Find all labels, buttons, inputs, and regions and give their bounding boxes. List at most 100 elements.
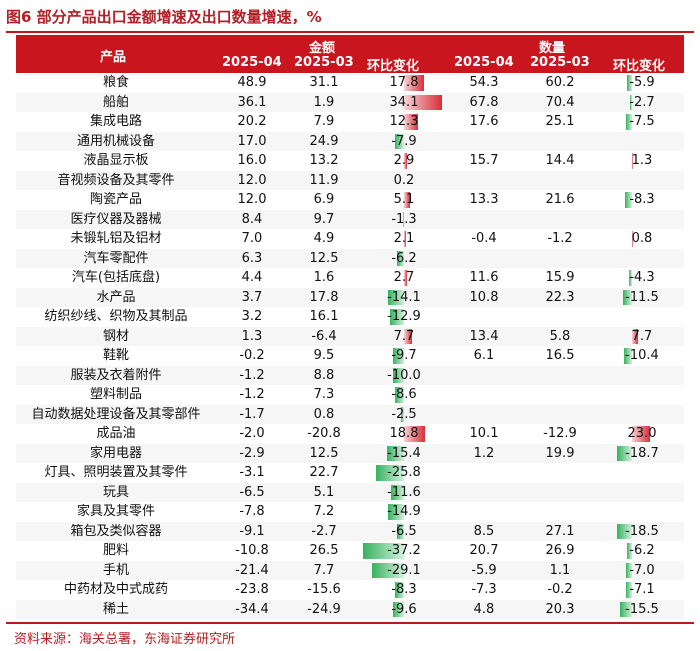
product-name: 玩具 [102,484,129,500]
quantity-change [600,171,684,191]
quantity-change: -18.5 [600,522,684,542]
amount-mar: -24.9 [307,601,341,617]
amount-mar: 22.7 [309,465,339,480]
amount-change: -6.5 [360,522,448,542]
table-row: 服装及衣着附件 -1.2 8.8 -10.0 [16,365,684,386]
quantity-mar: -12.9 [543,426,577,441]
quantity-change: -4.3 [600,268,684,288]
amount-apr: 7.0 [241,231,263,246]
amount-mar: 7.2 [313,504,335,519]
amount-apr: 6.3 [241,250,263,266]
change-value: 7.7 [393,328,415,344]
table-row: 汽车零配件 6.3 12.5 -6.2 [16,248,684,269]
change-bar [627,75,632,91]
amount-apr: -7.8 [239,504,265,519]
amount-mar: 17.8 [309,289,339,305]
table-row: 陶瓷产品 12.0 6.9 5.1 13.3 21.6 -8.3 [16,190,684,210]
amount-mar: 7.9 [313,114,335,129]
quantity-mar: 70.4 [545,94,575,110]
change-value: 1.3 [631,153,653,168]
change-bar [394,387,404,403]
quantity-mar: 25.1 [545,114,575,129]
quantity-apr: 8.5 [473,523,495,539]
change-value: 12.3 [389,114,419,129]
amount-mar: 26.5 [309,543,339,558]
change-bar [632,426,651,442]
header-quantity-group: 数量 [539,41,566,56]
quantity-apr: 6.1 [473,348,495,363]
table-row: 塑料制品 -1.2 7.3 -8.6 [16,385,684,405]
table-row: 中药材及中式成药 -23.8 -15.6 -8.3 -7.3 -0.2 -7.1 [16,580,684,600]
amount-apr: -2.9 [239,445,265,461]
product-name: 船舶 [102,94,129,110]
change-bar [404,114,418,130]
amount-mar: 6.9 [313,192,335,207]
change-value: 2.9 [393,153,415,168]
amount-mar: 4.9 [313,231,335,246]
table-row: 家具及其零件 -7.8 7.2 -14.9 [16,502,684,522]
change-bar [623,348,632,364]
quantity-mar [520,210,600,230]
change-bar [625,192,632,208]
quantity-mar: 19.9 [545,445,575,461]
quantity-change [600,366,684,386]
table-row: 医疗仪器及器械 8.4 9.7 -1.3 [16,209,684,230]
quantity-change: 7.7 [600,327,684,347]
quantity-change [600,463,684,483]
amount-apr: 17.0 [237,133,267,149]
quantity-mar [520,171,600,191]
change-bar [396,523,404,539]
product-name: 水产品 [96,289,136,305]
amount-change: 2.9 [360,151,448,171]
amount-change: -2.5 [360,405,448,425]
amount-mar: 1.9 [313,94,335,110]
amount-change: -8.3 [360,580,448,600]
quantity-apr: 67.8 [469,94,499,110]
amount-change: 12.3 [360,112,448,132]
amount-mar: 31.1 [309,75,339,90]
quantity-mar: 20.3 [545,601,575,617]
change-value: 18.8 [389,426,419,441]
amount-mar: 7.3 [313,387,335,402]
quantity-change [600,249,684,269]
change-bar [363,543,404,559]
quantity-change: 1.3 [600,151,684,171]
table-body: 粮食 48.9 31.1 17.8 54.3 60.2 -5.9 船舶 36.1 1.9 34.1 6… [16,73,684,619]
amount-change: -14.9 [360,502,448,522]
amount-change: 2.1 [360,229,448,249]
quantity-apr [448,132,520,152]
header-amount-change: 环比变化 [367,59,420,74]
product-name: 肥料 [102,543,129,558]
quantity-apr [448,171,520,191]
figure-title: 图6 部分产品出口金额增速及出口数量增速，% [6,8,322,26]
amount-change: -37.2 [360,541,448,561]
change-value: -11.6 [387,484,421,500]
quantity-change [600,132,684,152]
amount-change: 5.1 [360,190,448,210]
footer-rule [6,622,694,624]
change-bar [622,289,632,305]
quantity-mar [520,307,600,327]
amount-apr: -1.2 [239,367,265,383]
amount-apr: 20.2 [237,114,267,129]
change-value: -6.5 [391,523,417,539]
quantity-apr: -5.9 [471,562,497,578]
table-row: 玩具 -6.5 5.1 -11.6 [16,482,684,502]
amount-change: -12.9 [360,307,448,327]
change-bar [628,270,632,286]
quantity-mar: 60.2 [545,75,575,90]
amount-mar: -20.8 [307,426,341,441]
amount-change: -9.6 [360,600,448,620]
quantity-mar [520,132,600,152]
amount-apr: -21.4 [235,562,269,578]
quantity-apr: 13.4 [469,328,499,344]
change-bar [632,231,633,247]
quantity-change: -15.5 [600,600,684,620]
change-bar [395,133,404,149]
quantity-apr: -7.3 [471,582,497,597]
table-row: 家用电器 -2.9 12.5 -15.4 1.2 19.9 -18.7 [16,443,684,463]
change-value: -9.7 [391,348,417,363]
change-value: -10.0 [387,367,421,383]
table-row: 肥料 -10.8 26.5 -37.2 20.7 26.9 -6.2 [16,541,684,561]
quantity-apr: -0.4 [471,231,497,246]
